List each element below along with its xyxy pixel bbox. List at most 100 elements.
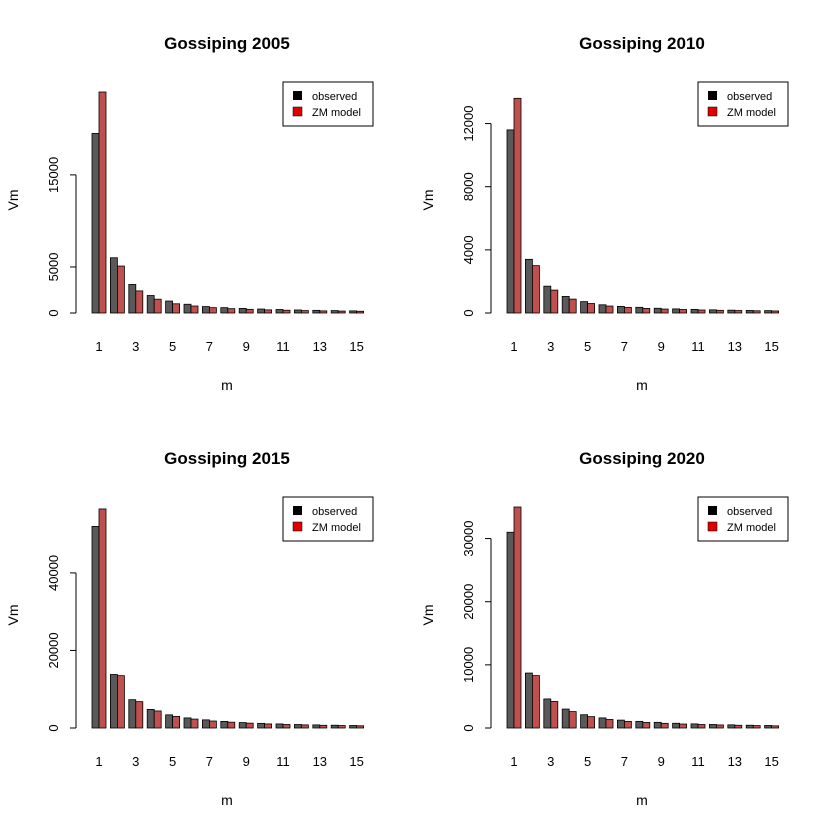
bar-observed <box>257 308 266 314</box>
bar-zm-model <box>771 310 780 314</box>
bar-zm-model <box>550 289 559 314</box>
chart-title: Gossiping 2015 <box>164 449 290 468</box>
bar-observed <box>561 296 570 314</box>
x-tick-label: 7 <box>206 754 213 769</box>
bar-zm-model <box>356 725 365 729</box>
bar-observed <box>525 672 533 729</box>
y-axis-label: Vm <box>420 190 436 211</box>
bar-observed <box>690 308 699 314</box>
bar-observed <box>275 723 284 729</box>
bar-observed <box>653 721 662 729</box>
legend-label-observed: observed <box>727 91 772 103</box>
legend: observed ZM model <box>282 496 374 542</box>
bar-zm-model <box>660 308 669 314</box>
y-tick-label: 0 <box>46 309 61 316</box>
bar-observed <box>506 531 515 729</box>
legend-box <box>697 81 789 127</box>
x-tick-label: 15 <box>349 754 363 769</box>
bar-observed <box>580 714 589 729</box>
bar-zm-model <box>715 309 724 314</box>
bar-observed <box>330 724 339 729</box>
y-tick-label: 20000 <box>46 632 61 668</box>
bar-zm-model <box>264 723 273 729</box>
bar-observed <box>525 258 533 314</box>
legend-label-zm-model: ZM model <box>312 522 361 534</box>
bar-zm-model <box>319 724 328 729</box>
bar-zm-model <box>605 305 614 314</box>
legend-swatch-zm-model <box>707 521 718 532</box>
bar-zm-model <box>587 303 596 314</box>
bar-zm-model <box>752 725 761 729</box>
bar-observed <box>635 720 644 729</box>
bar-zm-model <box>135 290 144 314</box>
bar-observed <box>672 722 681 729</box>
legend-label-observed: observed <box>312 506 357 518</box>
y-tick-label: 10000 <box>461 647 476 683</box>
x-tick-label: 3 <box>132 339 139 354</box>
bar-zm-model <box>282 724 291 729</box>
x-tick-label: 1 <box>95 754 102 769</box>
bar-zm-model <box>356 310 365 314</box>
x-axis-label: m <box>221 377 233 393</box>
bar-observed <box>506 129 515 314</box>
x-tick-label: 1 <box>510 754 517 769</box>
bar-observed <box>653 307 662 314</box>
bar-observed <box>165 714 174 729</box>
bar-zm-model <box>245 722 254 729</box>
x-tick-label: 1 <box>95 339 102 354</box>
bar-observed <box>616 719 625 729</box>
x-tick-label: 5 <box>584 339 591 354</box>
x-axis-label: m <box>636 377 648 393</box>
bar-zm-model <box>190 305 199 314</box>
legend-swatch-observed <box>708 91 717 100</box>
bar-zm-model <box>513 97 522 314</box>
x-tick-label: 9 <box>658 754 665 769</box>
bar-observed <box>598 304 607 314</box>
bar-zm-model <box>98 91 107 314</box>
bar-observed <box>349 310 358 314</box>
bar-zm-model <box>679 723 688 729</box>
bar-zm-model <box>282 309 291 314</box>
bar-zm-model <box>532 675 540 729</box>
y-tick-label: 30000 <box>461 520 476 556</box>
x-tick-label: 11 <box>691 754 705 769</box>
bar-zm-model <box>734 724 743 729</box>
y-tick-label: 40000 <box>46 555 61 591</box>
bar-zm-model <box>337 725 346 729</box>
bar-zm-model <box>117 675 125 729</box>
y-tick-label: 12000 <box>461 105 476 141</box>
legend-box <box>282 496 374 542</box>
bar-zm-model <box>623 720 632 729</box>
bar-observed <box>91 133 100 314</box>
chart-title: Gossiping 2005 <box>164 34 290 53</box>
bar-observed <box>201 719 210 729</box>
legend-swatch-zm-model <box>707 106 718 117</box>
bar-observed <box>764 725 773 729</box>
y-axis-label: Vm <box>5 190 21 211</box>
bar-zm-model <box>300 724 309 729</box>
bar-observed <box>543 285 552 314</box>
bar-zm-model <box>153 298 162 314</box>
legend-swatch-observed <box>293 506 302 515</box>
bar-zm-model <box>227 721 236 729</box>
bar-observed <box>293 309 302 314</box>
bar-zm-model <box>264 309 273 314</box>
bar-zm-model <box>300 310 309 314</box>
bar-zm-model <box>98 508 107 729</box>
bar-zm-model <box>642 722 651 729</box>
legend-swatch-zm-model <box>292 521 303 532</box>
bar-zm-model <box>172 303 181 314</box>
legend-label-zm-model: ZM model <box>727 522 776 534</box>
x-tick-label: 11 <box>691 339 705 354</box>
bar-observed <box>238 307 247 314</box>
bar-observed <box>201 306 210 314</box>
bar-observed <box>257 722 266 729</box>
y-tick-label: 15000 <box>46 157 61 193</box>
bar-observed <box>745 724 754 729</box>
bar-observed <box>146 295 155 314</box>
bar-zm-model <box>153 710 162 729</box>
bar-zm-model <box>697 724 706 729</box>
